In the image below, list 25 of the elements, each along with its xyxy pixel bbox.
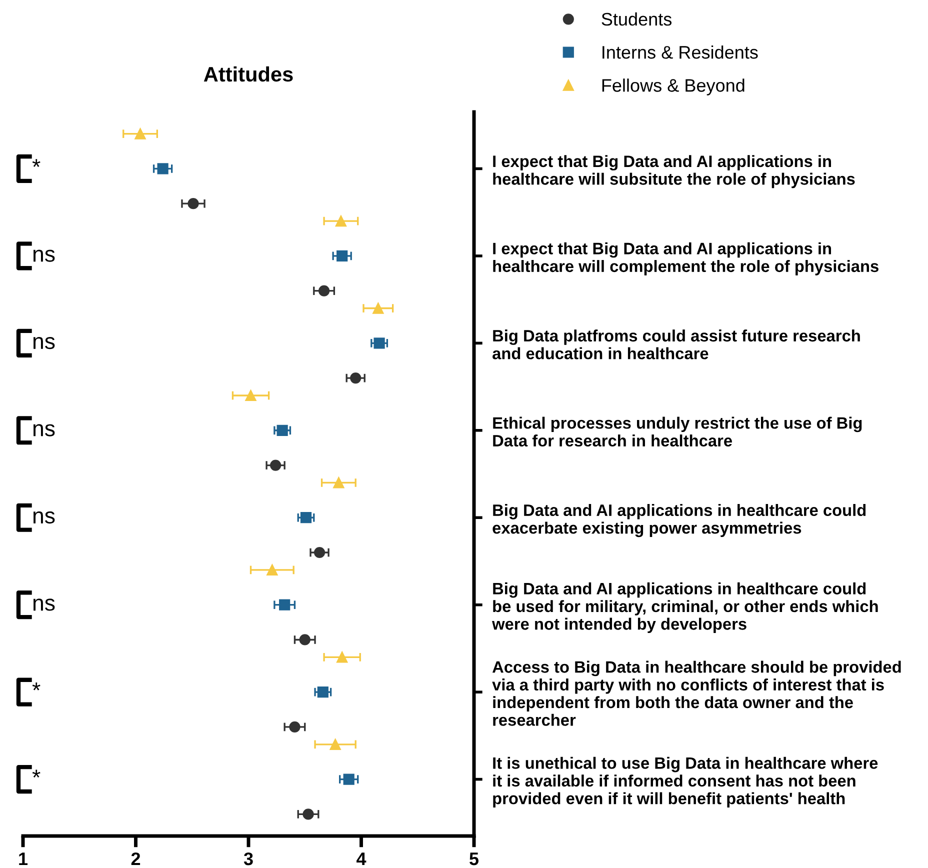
annotation: * (32, 770, 40, 778)
annotation: ns (33, 598, 55, 611)
x-tick-label: 5 (470, 852, 479, 866)
y-tick-label: It is unethical to use Big Data in healthcare where it is available if informed consent has not been provided even if it will benefit patients' health (493, 756, 878, 808)
annotation: * (32, 682, 40, 690)
y-tick-label: Access to Big Data in healthcare should be provided via a third party with no conflicts of interest that is independent from both the data owner and the researcher (492, 660, 901, 726)
annotation: ns (33, 250, 55, 262)
x-tick-label: 1 (19, 852, 28, 866)
y-tick-label: Big Data and AI applications in healthcare could be used for military, criminal, or other ends which were not intended by developers (492, 582, 878, 634)
annotation: ns (33, 511, 55, 524)
annotation: ns (33, 424, 55, 436)
legend-label: Students (602, 12, 672, 26)
y-tick-label: I expect that Big Data and AI applications in healthcare will subsitute the role of physicians (493, 155, 855, 188)
x-tick-label: 3 (244, 852, 253, 866)
legend-label: Interns & Residents (602, 45, 758, 59)
annotation: * (32, 159, 40, 167)
annotation: ns (33, 336, 55, 350)
legend-label: Fellows & Beyond (602, 78, 744, 96)
y-tick-label: I expect that Big Data and AI applications in healthcare will complement the role of physicians (493, 242, 878, 276)
y-tick-label: Big Data platfroms could assist future research and education in healthcare (492, 330, 860, 360)
x-tick-label: 2 (131, 852, 140, 866)
y-tick-label: Big Data and AI applications in healthcare could exacerbate existing power asymmetries (492, 504, 866, 538)
x-tick-label: 4 (356, 852, 366, 866)
chart-title: Attitudes (204, 66, 293, 82)
y-tick-label: Ethical processes unduly restrict the use of Big Data for research in healthcare (493, 416, 862, 447)
